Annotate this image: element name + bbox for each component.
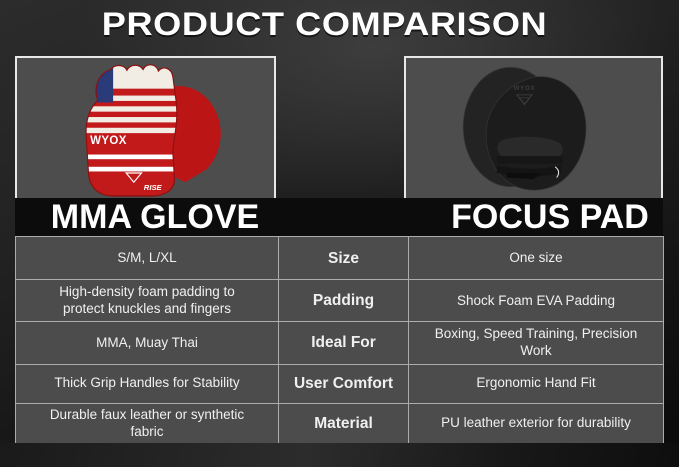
svg-text:WYOX: WYOX	[514, 85, 536, 92]
svg-text:RISE: RISE	[144, 183, 163, 192]
svg-text:WYOX: WYOX	[90, 135, 127, 147]
